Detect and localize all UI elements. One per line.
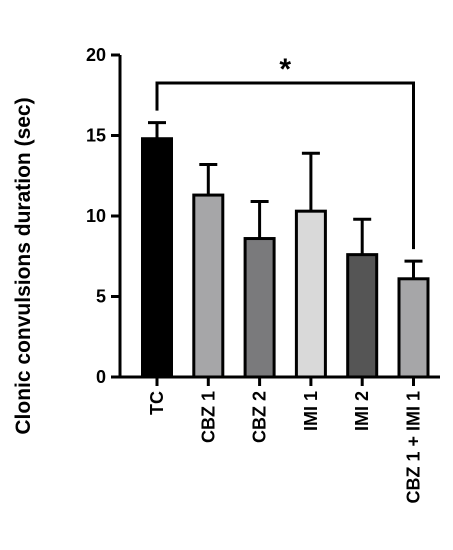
significance-label: * bbox=[279, 53, 291, 86]
bars bbox=[141, 137, 430, 379]
significance-line bbox=[155, 81, 415, 250]
bar bbox=[141, 137, 173, 379]
bar bbox=[346, 253, 379, 379]
x-tick-label: CBZ 2 bbox=[250, 391, 270, 443]
y-tick-label: 10 bbox=[86, 206, 106, 226]
x-tick-label: CBZ 1 + IMI 1 bbox=[404, 391, 424, 504]
error-bars bbox=[148, 121, 423, 279]
y-tick-label: 20 bbox=[86, 45, 106, 65]
labels: 0 5 10 15 20 TC CBZ 1 CBZ 2 IMI 1 IMI 2 CBZ 1 + IM… bbox=[12, 45, 424, 504]
bar bbox=[243, 237, 276, 379]
y-axis-title: Clonic convulsions duration (sec) bbox=[12, 97, 35, 434]
y-tick-label: 5 bbox=[96, 287, 106, 307]
significance-bracket: * bbox=[155, 53, 415, 250]
y-tick-label: 0 bbox=[96, 367, 106, 387]
y-tick-label: 15 bbox=[86, 126, 106, 146]
bar bbox=[397, 277, 430, 379]
x-tick-label: CBZ 1 bbox=[198, 391, 218, 443]
x-tick-label: IMI 1 bbox=[301, 391, 321, 431]
bar bbox=[294, 209, 327, 379]
bar bbox=[192, 193, 225, 379]
x-tick-label: IMI 2 bbox=[352, 391, 372, 431]
x-tick-label: TC bbox=[147, 391, 167, 415]
